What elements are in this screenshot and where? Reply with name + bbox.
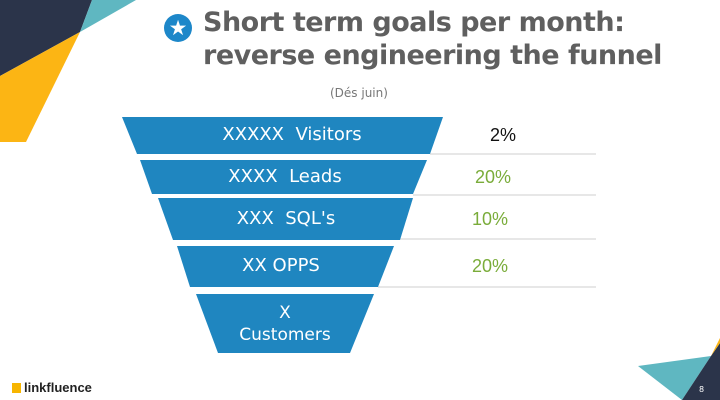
rate-leads-to-sqls: 20%: [475, 167, 512, 187]
stage-count: XXXXX: [222, 124, 285, 145]
subtitle: (Dés juin): [330, 86, 388, 100]
stage-label: Customers: [239, 325, 331, 345]
funnel-band-opps: [177, 246, 394, 287]
title-line-2: reverse engineering the funnel: [203, 40, 662, 71]
stage-leads: XXXX Leads: [180, 166, 390, 187]
stage-label: Leads: [289, 166, 342, 187]
page-title: Short term goals per month: reverse engi…: [203, 6, 662, 72]
page-number: 8: [699, 385, 705, 394]
stage-opps: XX OPPS: [186, 255, 376, 276]
funnel-band-customers: [196, 294, 374, 353]
stage-count: X: [279, 303, 291, 323]
stage-label: Visitors: [295, 124, 362, 145]
star-icon: ★: [164, 14, 192, 42]
rate-sqls-to-opps: 10%: [472, 209, 509, 229]
funnel-band-sqls: [158, 198, 413, 240]
linkfluence-logo: linkfluence: [12, 380, 92, 395]
corner-teal-shape: [80, 0, 136, 32]
stage-visitors: XXXXX Visitors: [182, 124, 402, 145]
funnel-band-visitors: [122, 117, 443, 154]
logo-text: linkfluence: [24, 380, 92, 395]
stage-label: SQL's: [285, 208, 336, 229]
funnel-band-leads: [140, 160, 427, 194]
corner-yellow-shape: [0, 32, 80, 142]
stage-customers: X Customers: [200, 302, 370, 346]
rate-visitors-to-leads: 2%: [490, 125, 517, 145]
stage-label: OPPS: [272, 255, 320, 276]
funnel: [122, 117, 443, 353]
logo-mark-icon: [12, 383, 21, 393]
corner-br-navy-shape: [682, 343, 720, 400]
rate-opps-to-customers: 20%: [472, 256, 509, 276]
stage-count: XXXX: [228, 166, 278, 187]
corner-navy-shape: [0, 0, 92, 76]
stage-sqls: XXX SQL's: [186, 208, 386, 229]
corner-br-teal-shape: [638, 356, 711, 400]
title-line-1: Short term goals per month:: [203, 7, 625, 38]
stage-count: XXX: [236, 208, 274, 229]
corner-br-yellow-shape: [711, 338, 720, 356]
stage-count: XX: [242, 255, 267, 276]
divider-lines: [378, 153, 596, 288]
